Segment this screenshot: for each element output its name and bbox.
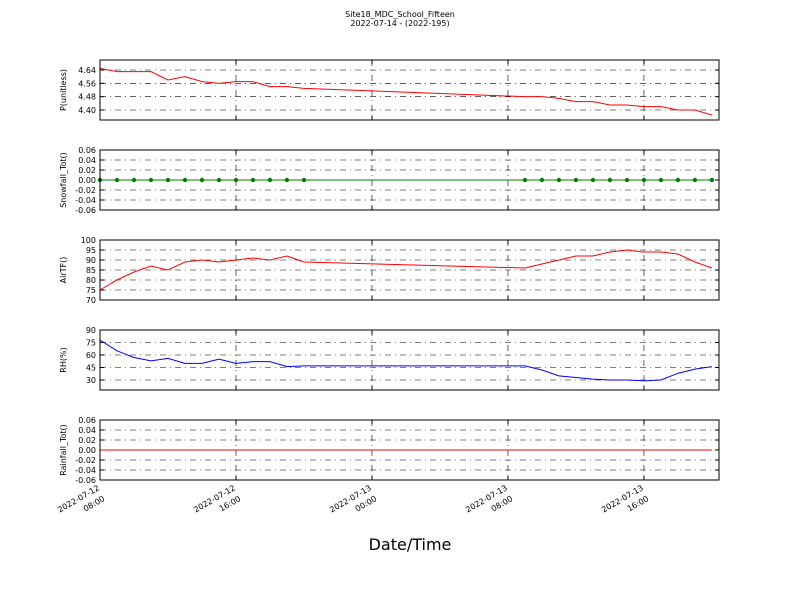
y-tick-label: 70 [86, 296, 96, 305]
y-tick-label: 0.00 [78, 446, 96, 455]
plot-frame [99, 419, 720, 481]
data-line [99, 249, 713, 291]
y-tick-label: 90 [86, 256, 96, 265]
data-line [99, 339, 712, 382]
y-tick-label: -0.06 [75, 476, 96, 485]
y-tick-label: 45 [86, 364, 96, 373]
y-tick-label: 0.04 [78, 426, 96, 435]
data-point [522, 177, 528, 183]
data-point [267, 177, 273, 183]
data-point [301, 177, 307, 183]
data-point [284, 177, 290, 183]
y-tick-label: 95 [86, 246, 96, 255]
y-tick-label: 85 [86, 266, 96, 275]
data-point [250, 177, 256, 183]
y-tick-label: -0.06 [75, 206, 96, 215]
y-axis-label: Snowfall_Tot() [59, 152, 68, 208]
y-tick-label: -0.02 [75, 456, 96, 465]
data-point [165, 177, 171, 183]
data-point [624, 177, 630, 183]
y-tick-label: 75 [86, 286, 96, 295]
y-tick-label: 90 [86, 326, 96, 335]
data-point [658, 177, 664, 183]
y-tick-label: 4.64 [78, 66, 96, 75]
y-tick-label: 100 [81, 236, 96, 245]
y-tick-label: 4.40 [78, 106, 96, 115]
data-point [590, 177, 596, 183]
y-tick-label: 4.48 [78, 93, 96, 102]
data-point [607, 177, 613, 183]
y-tick-label: 0.04 [78, 156, 96, 165]
data-point [114, 177, 120, 183]
chart-subtitle: 2022-07-14 - (2022-195) [350, 19, 449, 28]
y-tick-label: 0.00 [78, 176, 96, 185]
data-point [182, 177, 188, 183]
y-axis-label: AirTF() [59, 257, 68, 284]
plot-frame [99, 239, 720, 301]
data-point [573, 177, 579, 183]
y-tick-label: -0.04 [75, 196, 96, 205]
y-tick-label: 30 [86, 376, 96, 385]
data-point [131, 177, 137, 183]
data-point [709, 177, 715, 183]
data-point [216, 177, 222, 183]
y-tick-label: -0.04 [75, 466, 96, 475]
y-tick-label: 4.56 [78, 79, 96, 88]
y-tick-label: 0.02 [78, 166, 96, 175]
data-point [148, 177, 154, 183]
y-tick-label: 0.06 [78, 146, 96, 155]
data-point [692, 177, 698, 183]
data-line [99, 67, 713, 116]
chart-title: Site18_MDC_School_Fifteen [345, 10, 455, 19]
plot-frame [99, 149, 720, 211]
y-tick-label: 60 [86, 351, 96, 360]
y-axis-label: Rainfall_Tot() [59, 424, 68, 476]
data-point [556, 177, 562, 183]
y-tick-label: 75 [86, 339, 96, 348]
plot-frame [99, 329, 720, 391]
plot-frame [99, 59, 720, 121]
data-point [641, 177, 647, 183]
data-point [233, 177, 239, 183]
y-tick-label: -0.02 [75, 186, 96, 195]
data-point [675, 177, 681, 183]
data-point [199, 177, 205, 183]
y-axis-label: RH(%) [59, 347, 68, 372]
y-tick-label: 0.06 [78, 416, 96, 425]
y-tick-label: 0.02 [78, 436, 96, 445]
y-axis-label: P(unitless) [59, 69, 68, 111]
data-point [539, 177, 545, 183]
y-tick-label: 80 [86, 276, 96, 285]
x-axis-label: Date/Time [369, 535, 452, 554]
